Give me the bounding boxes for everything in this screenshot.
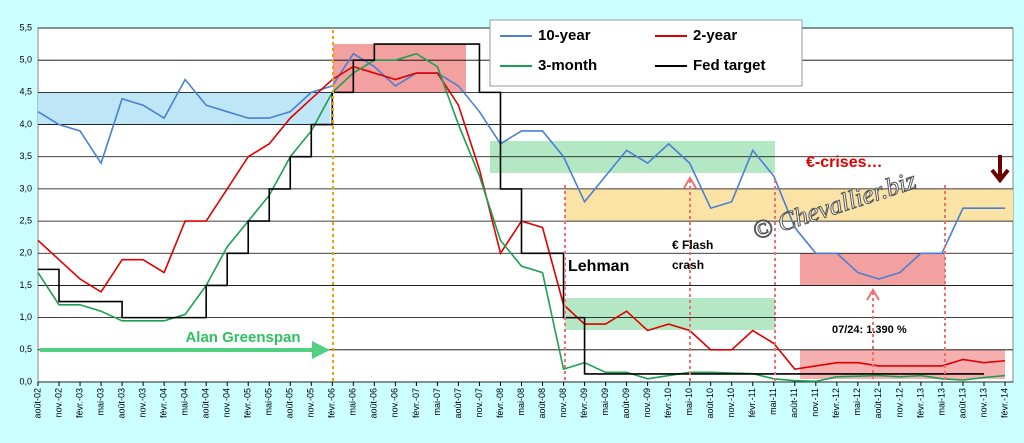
series-line [37,52,1006,383]
series-line [37,52,1005,280]
x-tick-label: août-03 [116,388,126,419]
x-tick-label: août-02 [32,388,42,419]
x-tick-label: févr.-08 [495,388,505,418]
x-tick-label: août-12 [873,388,883,419]
x-tick-label: août-04 [201,388,211,419]
x-tick-label: nov.-12 [894,388,904,417]
x-tick-label: mai-05 [264,388,274,416]
x-tick-label: mai-08 [516,388,526,416]
x-tick-label: févr.-06 [327,388,337,418]
y-tick-label: 4,5 [19,87,32,97]
y-tick-label: 1,0 [19,312,32,322]
x-tick-label: août-08 [537,388,547,419]
annotation: Alan Greenspan [185,329,300,346]
y-tick-label: 1,5 [19,280,32,290]
arrow [312,341,330,359]
x-tick-label: nov.-13 [978,388,988,417]
y-tick-label: 0,0 [19,376,32,386]
x-tick-label: mai-11 [768,388,778,415]
arrow [866,288,880,301]
arrow [683,176,697,189]
x-tick-label: févr.-03 [74,388,84,418]
x-tick-label: mai-09 [600,388,610,416]
y-tick-label: 3,0 [19,183,32,193]
y-tick-label: 2,5 [19,215,32,225]
band [38,92,330,124]
y-tick-label: 5,5 [19,22,32,32]
y-tick-label: 0,5 [19,344,32,354]
annotation: crash [672,258,704,272]
y-tick-label: 3,5 [19,151,32,161]
x-tick-label: févr.-14 [999,388,1009,418]
x-tick-label: févr.-12 [831,388,841,418]
legend-label: 10-year [538,27,591,44]
x-tick-label: févr.-10 [663,388,673,418]
x-tick-label: août-07 [453,388,463,419]
y-tick-label: 2,0 [19,248,32,258]
annotation: Lehman [568,258,629,275]
series-line [38,43,984,375]
x-tick-label: nov.-04 [222,388,232,417]
y-tick-label: 5,0 [19,55,32,65]
x-tick-label: févr.-07 [411,388,421,418]
x-tick-label: nov.-08 [558,388,568,417]
x-tick-label: août-06 [369,388,379,419]
band [800,253,945,285]
x-tick-label: févr.-05 [243,388,253,418]
x-tick-label: août-11 [789,388,799,418]
y-tick-label: 4,0 [19,119,32,129]
x-tick-label: nov.-07 [474,388,484,417]
x-tick-label: mai-12 [852,388,862,416]
x-tick-label: mai-13 [936,388,946,416]
x-tick-label: mai-06 [348,388,358,416]
x-tick-label: févr.-09 [579,388,589,418]
decorations [40,30,1010,382]
x-tick-label: nov.-06 [390,388,400,417]
x-tick-label: nov.-02 [53,388,63,417]
x-tick-label: août-10 [705,388,715,419]
legend-label: Fed target [693,57,766,74]
annotation: €-crises… [806,154,883,171]
annotation: € Flash [672,238,713,252]
x-tick-label: févr.-13 [915,388,925,418]
x-tick-label: mai-07 [432,388,442,416]
legend: 10-year 2-year 3-month Fed target [489,19,803,87]
x-tick-label: nov.-03 [137,388,147,417]
annotation: 07/24: 1.390 % [832,324,907,336]
x-tick-label: août-13 [957,388,967,419]
x-tick-label: août-05 [285,388,295,419]
x-tick-label: févr.-11 [747,388,757,417]
arrow [990,155,1010,184]
lines [37,43,1006,383]
band [565,189,1013,221]
x-tick-label: mai-03 [95,388,105,416]
x-tick-label: août-09 [621,388,631,419]
x-tick-label: mai-04 [180,388,190,416]
legend-box [489,19,803,87]
x-tick-label: nov.-11 [810,388,820,417]
x-tick-label: mai-10 [684,388,694,416]
legend-label: 2-year [693,27,737,44]
legend-label: 3-month [538,57,597,74]
x-tick-label: nov.-05 [306,388,316,417]
x-tick-label: févr.-04 [159,388,169,418]
x-tick-label: nov.-10 [726,388,736,417]
x-tick-label: nov.-09 [642,388,652,417]
